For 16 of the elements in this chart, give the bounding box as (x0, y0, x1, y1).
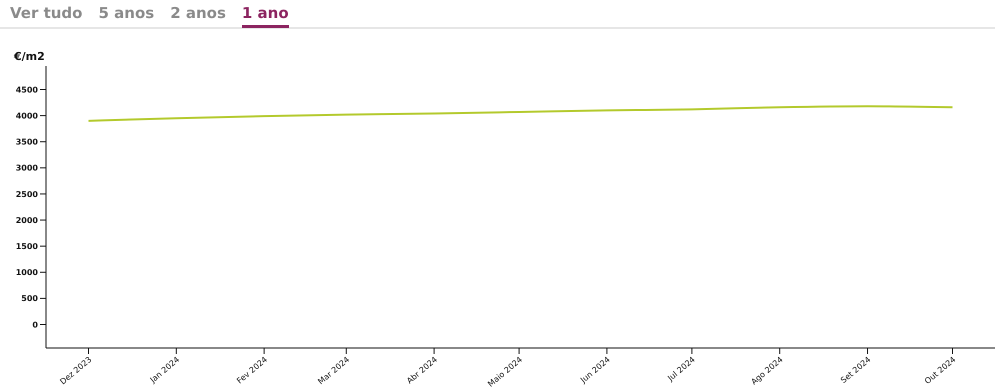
y-tick-label: 4500 (16, 85, 38, 94)
y-tick-label: 500 (21, 294, 38, 304)
y-tick-label: 1500 (16, 242, 38, 252)
text: 2 anos (170, 3, 226, 24)
text: 1 ano (242, 0, 289, 28)
text: 5 anos (98, 3, 154, 24)
y-tick-label: 0 (32, 320, 38, 330)
y-tick-label: 1000 (16, 268, 38, 278)
y-tick-label: 3500 (16, 138, 38, 147)
line-series (87, 105, 954, 122)
y-axis-title: €/m2 (14, 50, 45, 63)
y-tick-label: 4000 (16, 111, 38, 120)
y-tick-label: 2500 (16, 190, 38, 199)
y-tick-label: 2000 (16, 216, 38, 225)
y-tick-label: 3000 (16, 164, 38, 173)
text: Ver tudo (10, 3, 82, 24)
